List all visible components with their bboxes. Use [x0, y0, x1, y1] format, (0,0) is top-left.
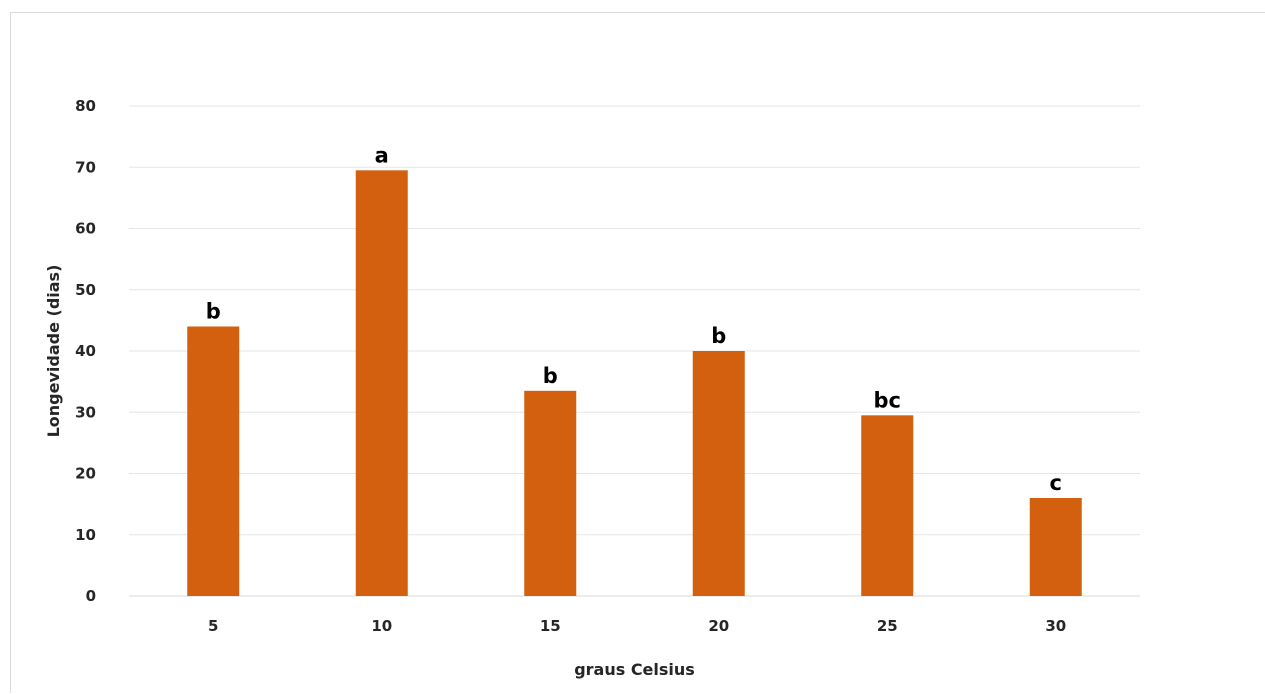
data-label: b [543, 364, 558, 388]
data-label: c [1050, 471, 1062, 495]
x-tick-label: 15 [540, 617, 561, 635]
y-tick-label: 80 [75, 97, 96, 115]
bar [524, 390, 577, 596]
data-labels: b a b b bc c [206, 143, 1062, 495]
y-tick-label: 30 [75, 403, 96, 421]
bars [187, 170, 1082, 596]
data-label: b [711, 324, 726, 348]
data-label: a [375, 143, 389, 167]
y-tick-label: 10 [75, 526, 96, 544]
y-tick-label: 70 [75, 158, 96, 176]
bar [692, 351, 745, 596]
y-axis-ticks: 0 10 20 30 40 50 60 70 80 [75, 97, 96, 605]
y-tick-label: 50 [75, 281, 96, 299]
y-tick-label: 20 [75, 465, 96, 483]
x-axis-ticks: 5 10 15 20 25 30 [208, 617, 1066, 635]
y-tick-label: 40 [75, 342, 96, 360]
data-label: bc [874, 388, 901, 412]
x-tick-label: 5 [208, 617, 218, 635]
bar-chart: 0 10 20 30 40 50 60 70 80 5 10 15 20 25 30 b a b b bc c gr… [44, 97, 1140, 679]
bar [187, 326, 240, 596]
y-tick-label: 0 [86, 587, 96, 605]
chart-panel: 0 10 20 30 40 50 60 70 80 5 10 15 20 25 30 b a b b bc c gr… [10, 12, 1265, 693]
bar [1029, 498, 1082, 596]
data-label: b [206, 300, 221, 324]
x-tick-label: 25 [877, 617, 898, 635]
gridlines [129, 105, 1140, 597]
x-tick-label: 30 [1045, 617, 1066, 635]
x-tick-label: 10 [371, 617, 392, 635]
bar [861, 415, 914, 596]
y-tick-label: 60 [75, 220, 96, 238]
x-tick-label: 20 [708, 617, 729, 635]
y-axis-title: Longevidade (dias) [44, 265, 63, 438]
x-axis-title: graus Celsius [574, 660, 695, 679]
bar [355, 170, 408, 596]
